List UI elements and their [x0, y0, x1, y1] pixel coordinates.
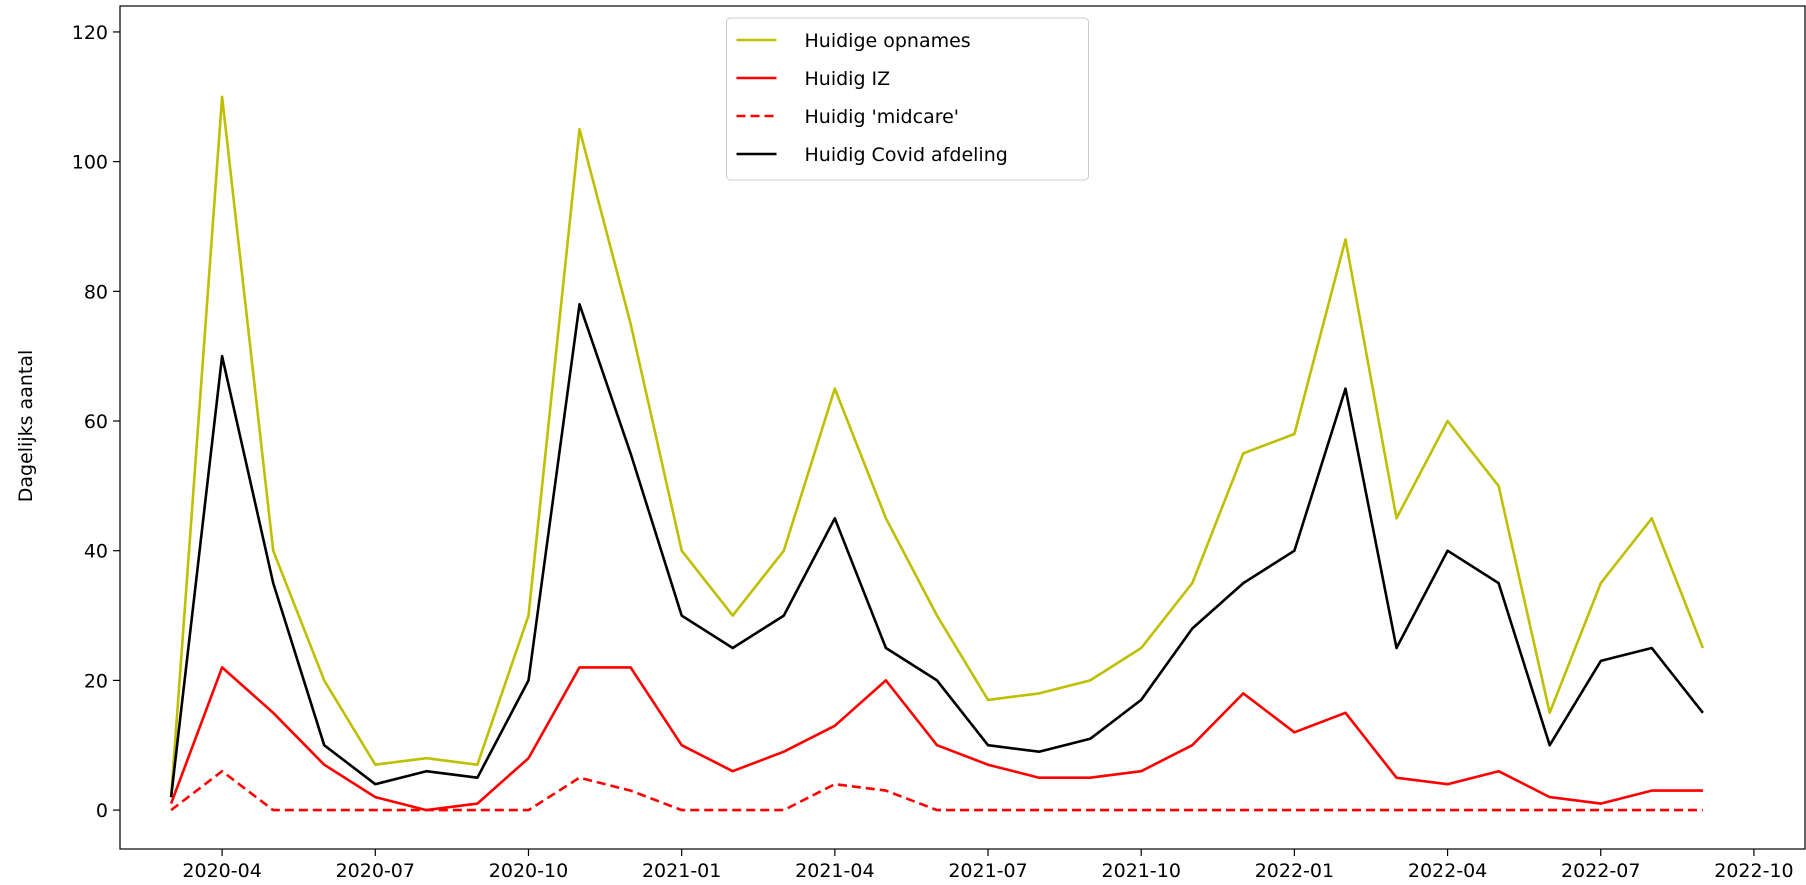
x-tick-label: 2021-07: [948, 860, 1027, 882]
legend-label: Huidig IZ: [805, 68, 891, 90]
plot-frame: [119, 5, 1806, 850]
x-tick-label: 2022-01: [1255, 860, 1334, 882]
x-tick-label: 2021-10: [1102, 860, 1181, 882]
series-line: [169, 303, 1704, 798]
y-tick-label: 20: [84, 670, 108, 692]
y-tick-label: 0: [96, 800, 108, 822]
legend-label: Huidig 'midcare': [805, 106, 960, 128]
y-tick-label: 60: [84, 411, 108, 433]
x-tick-label: 2020-07: [336, 860, 415, 882]
legend-box: [726, 17, 1089, 181]
x-tick-label: 2020-10: [489, 860, 568, 882]
x-tick-label: 2020-04: [182, 860, 261, 882]
x-tick-label: 2022-07: [1561, 860, 1640, 882]
y-tick-label: 80: [84, 281, 108, 303]
y-tick-label: 40: [84, 541, 108, 563]
legend-label: Huidig Covid afdeling: [805, 144, 1008, 166]
x-tick-label: 2021-01: [642, 860, 721, 882]
y-tick-label: 120: [72, 22, 108, 44]
y-tick-label: 100: [72, 152, 108, 174]
legend: Huidige opnames Huidig IZ Huidig 'midcare'…: [726, 17, 1089, 181]
x-tick-label: 2022-04: [1408, 860, 1487, 882]
legend-label: Huidige opnames: [805, 30, 971, 52]
y-axis-label: Dagelijks aantal: [15, 350, 37, 503]
x-tick-label: 2021-04: [795, 860, 874, 882]
series-line: [170, 769, 1703, 812]
series-line: [169, 95, 1705, 798]
series-line: [169, 666, 1703, 812]
x-tick-label: 2022-10: [1714, 860, 1793, 882]
